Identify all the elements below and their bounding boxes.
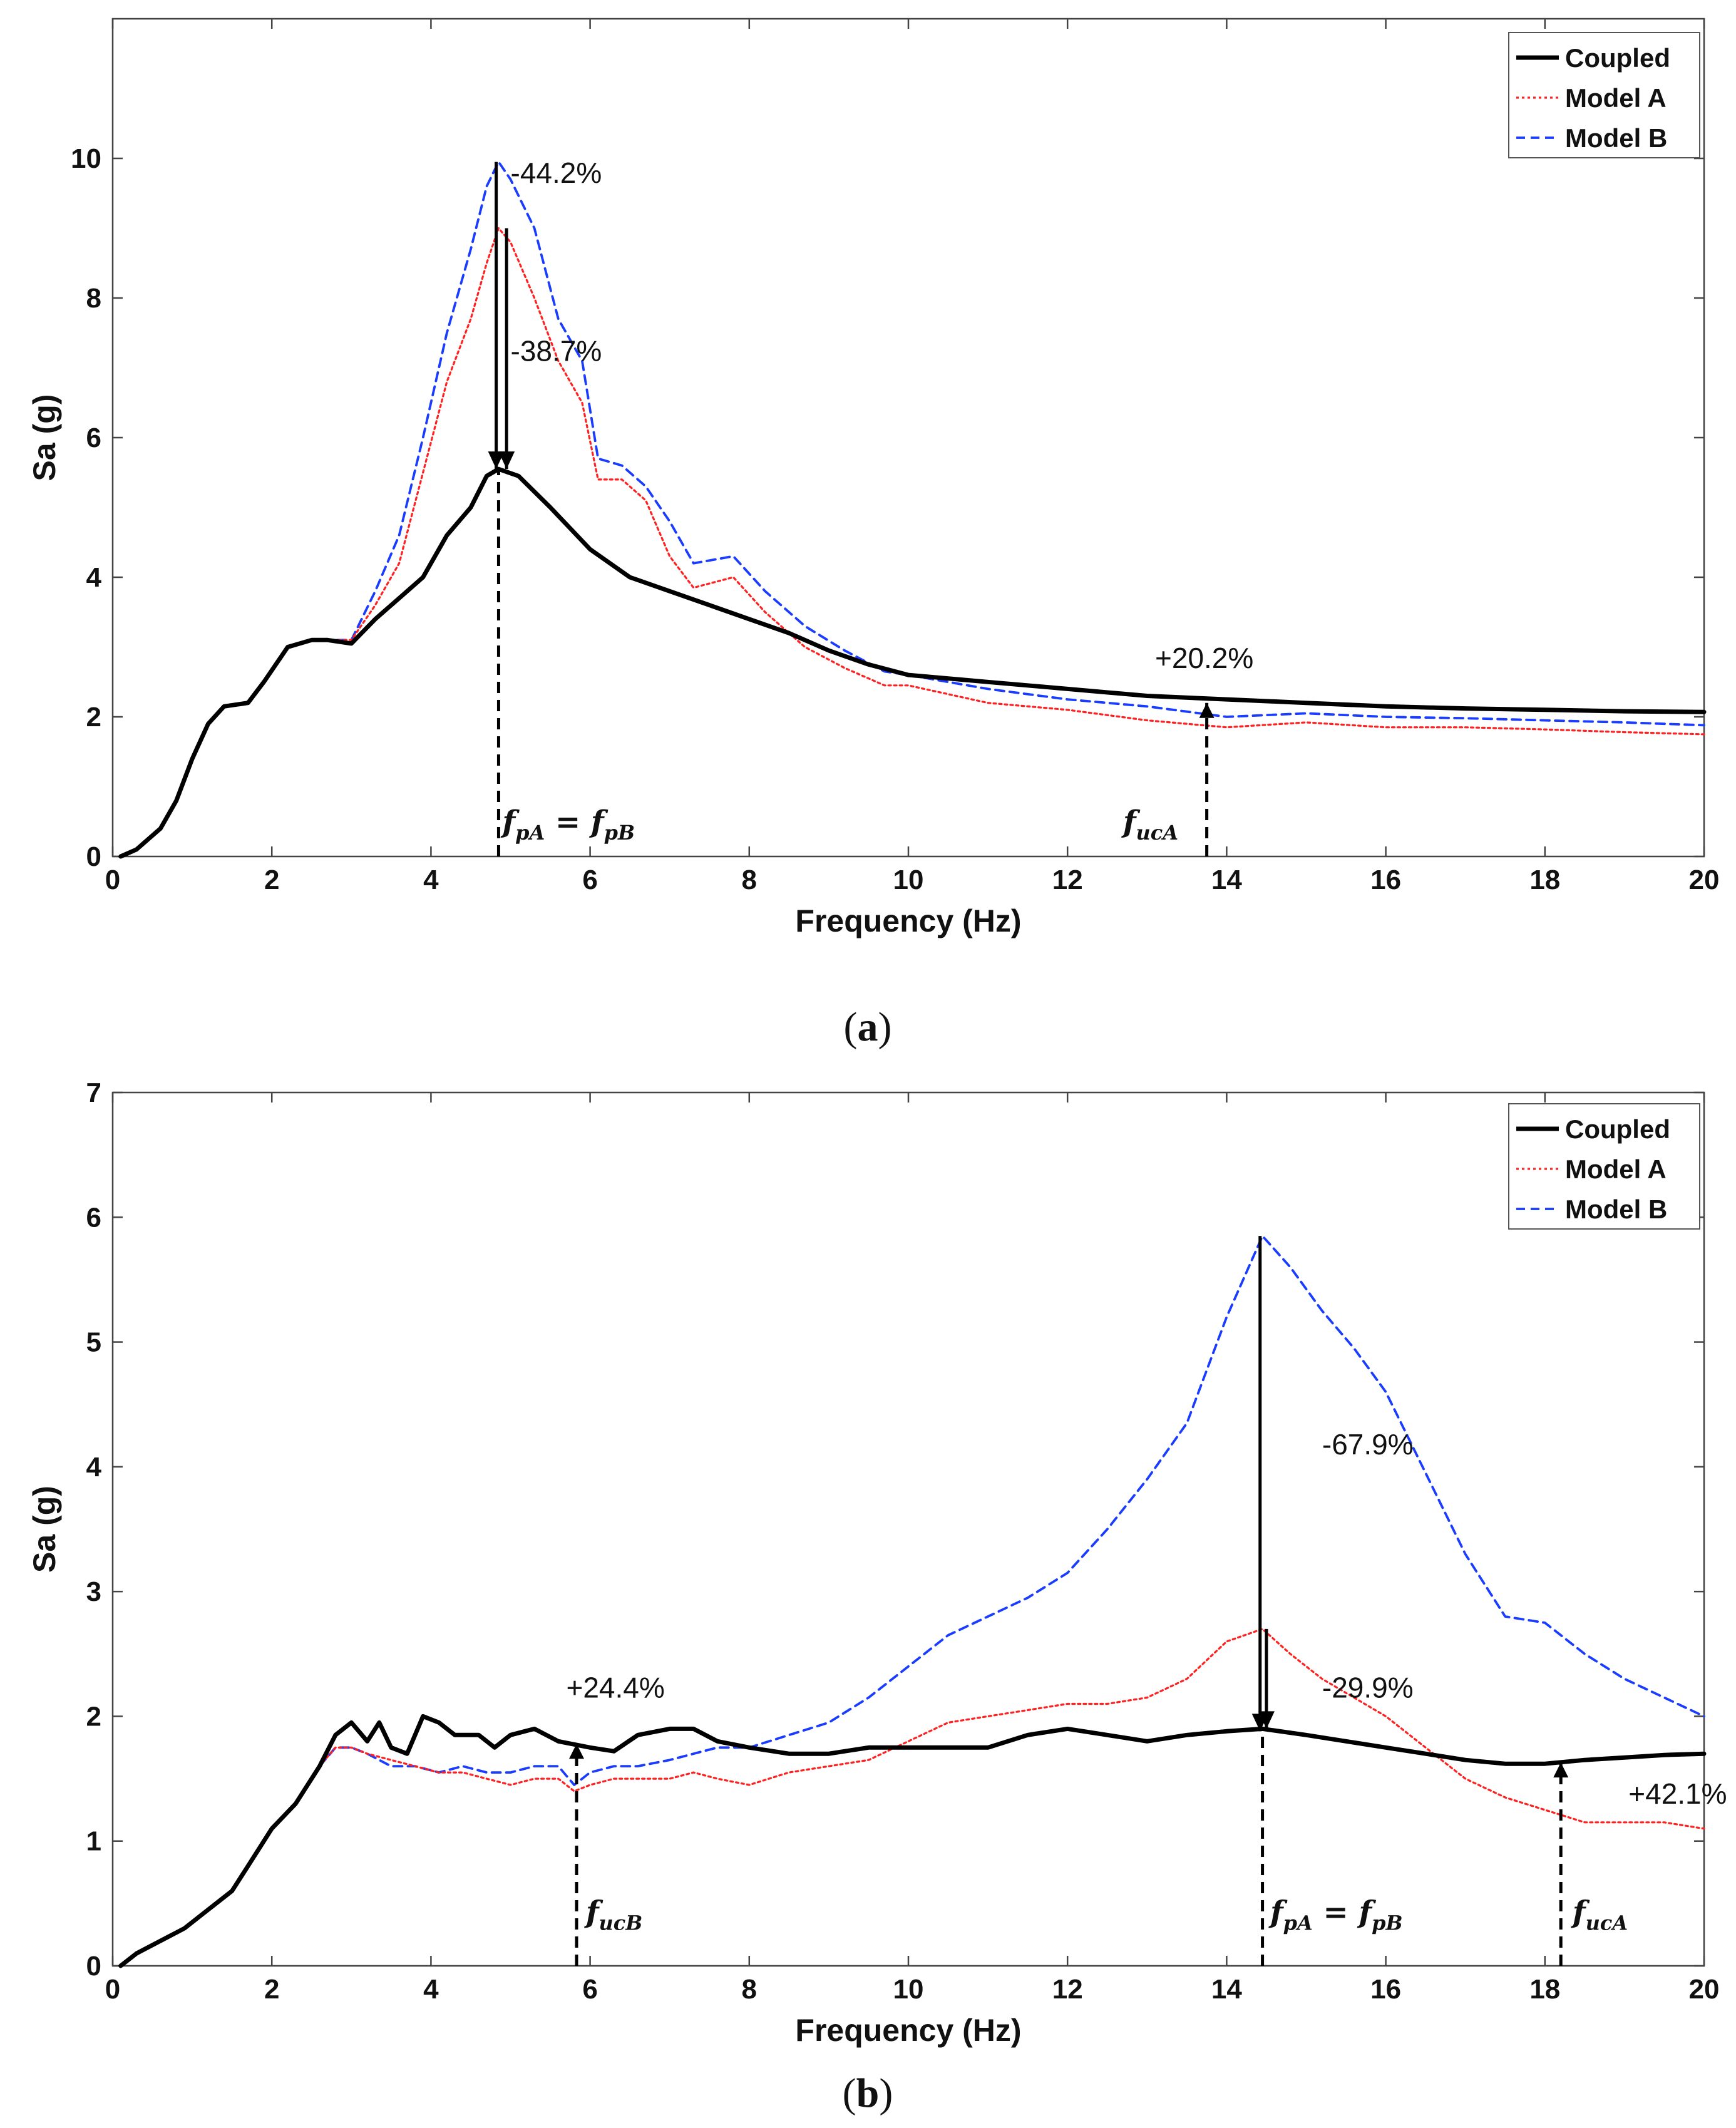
legend-label: Coupled	[1565, 43, 1670, 73]
arrow-head-down	[1258, 1711, 1275, 1729]
frequency-marker-label: fucA	[1571, 1894, 1628, 1935]
x-tick-label: 4	[423, 865, 439, 895]
x-tick-label: 2	[264, 865, 279, 895]
x-tick-label: 14	[1211, 865, 1242, 895]
y-tick-label: 0	[86, 841, 101, 872]
freq-subscript: ucA	[1586, 1911, 1628, 1935]
series-line-model-a	[120, 1628, 1705, 1967]
frequency-marker-label: fpA = fpB	[1268, 1894, 1403, 1935]
y-tick-label: 5	[86, 1327, 101, 1358]
annotation-percent: -44.2%	[511, 157, 602, 189]
panel-a-caption: (a)	[844, 1004, 892, 1050]
plot-frame	[111, 18, 1705, 858]
x-tick-label: 10	[893, 865, 924, 895]
y-tick-label: 2	[86, 1701, 101, 1732]
annotation-percent: -29.9%	[1322, 1672, 1414, 1704]
y-tick-label: 7	[86, 1077, 101, 1108]
freq-equals: = f	[1313, 1894, 1377, 1930]
annotation-percent: +20.2%	[1155, 642, 1253, 674]
arrow-head-down	[488, 451, 505, 470]
arrow-head-up	[1553, 1762, 1569, 1778]
x-tick-label: 12	[1052, 865, 1083, 895]
x-tick-label: 10	[893, 1974, 924, 2005]
freq-subscript: pA	[515, 821, 545, 845]
plot-frame	[111, 1091, 1705, 1967]
y-tick-label: 3	[86, 1576, 101, 1607]
x-tick-label: 0	[105, 1974, 120, 2005]
freq-subscript: pA	[1283, 1911, 1313, 1935]
legend-label: Model A	[1565, 83, 1667, 113]
frequency-marker-label: fucA	[1121, 804, 1178, 845]
legend: Coupled Model A Model B	[1508, 32, 1700, 158]
legend-label: Model B	[1565, 1195, 1667, 1224]
y-axis-label: Sa (g)	[27, 1486, 62, 1573]
arrow-head-down	[498, 451, 515, 470]
panel-b-caption: (b)	[843, 2070, 893, 2116]
legend-label: Model A	[1565, 1154, 1667, 1184]
frequency-marker-label: fucB	[584, 1894, 642, 1935]
annotation-percent: -38.7%	[511, 334, 602, 367]
y-tick-label: 8	[86, 283, 101, 314]
y-tick-label: 4	[86, 562, 102, 593]
y-tick-label: 4	[86, 1452, 102, 1483]
x-tick-label: 8	[742, 1974, 757, 2005]
x-tick-label: 20	[1689, 865, 1720, 895]
y-axis-label: Sa (g)	[27, 394, 62, 481]
arrow-head-up	[1199, 702, 1215, 718]
freq-equals: = f	[545, 804, 609, 840]
freq-subscript: ucB	[599, 1911, 643, 1935]
x-axis-label: Frequency (Hz)	[795, 2013, 1021, 2048]
x-tick-label: 16	[1370, 865, 1401, 895]
y-tick-label: 6	[86, 423, 101, 453]
annotation-percent: +42.1%	[1628, 1777, 1727, 1810]
x-tick-label: 2	[264, 1974, 279, 2005]
x-tick-label: 6	[582, 865, 597, 895]
x-tick-label: 6	[582, 1974, 597, 2005]
y-tick-label: 10	[71, 143, 101, 174]
x-tick-label: 16	[1370, 1974, 1401, 2005]
annotation-percent: -67.9%	[1322, 1428, 1414, 1461]
x-tick-label: 18	[1529, 1974, 1560, 2005]
y-tick-label: 6	[86, 1202, 101, 1233]
annotation-percent: +24.4%	[566, 1672, 664, 1704]
x-tick-label: 0	[105, 865, 120, 895]
y-tick-label: 0	[86, 1951, 101, 1982]
x-tick-label: 20	[1689, 1974, 1720, 2005]
panel-a-chart: 0 2 4 6 8 10 12 14 16 18 20 0 2 4 6 8 10 Frequency (Hz) Sa…	[27, 18, 1720, 938]
freq-subscript: pB	[1372, 1911, 1402, 1935]
freq-subscript: ucA	[1136, 821, 1178, 845]
legend-box	[1508, 1103, 1700, 1230]
arrow-head-up	[568, 1744, 584, 1759]
series-line-coupled	[118, 1714, 1707, 1968]
x-tick-label: 12	[1052, 1974, 1083, 2005]
x-tick-label: 18	[1529, 865, 1560, 895]
x-tick-label: 8	[742, 865, 757, 895]
series-line-coupled	[118, 466, 1707, 859]
legend-box	[1508, 32, 1700, 158]
x-axis-label: Frequency (Hz)	[795, 903, 1021, 938]
legend-label: Model B	[1565, 123, 1667, 153]
legend-label: Coupled	[1565, 1114, 1670, 1144]
y-tick-label: 2	[86, 702, 101, 732]
freq-subscript: pB	[604, 821, 635, 845]
x-tick-label: 4	[423, 1974, 439, 2005]
y-tick-label: 1	[86, 1826, 101, 1857]
x-tick-label: 14	[1211, 1974, 1242, 2005]
legend: Coupled Model A Model B	[1508, 1103, 1700, 1230]
